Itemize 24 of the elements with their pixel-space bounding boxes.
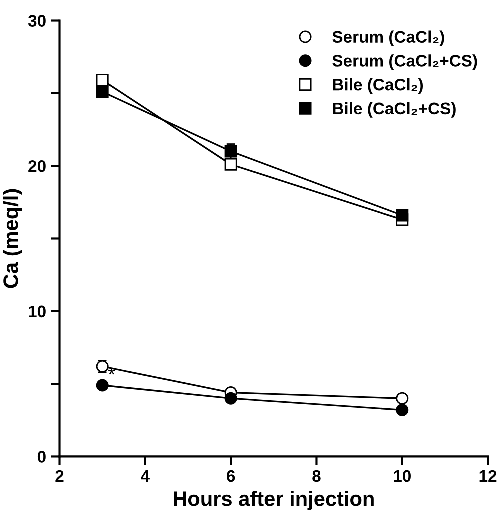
x-axis-title: Hours after injection xyxy=(174,491,374,510)
x-tick-label: 4 xyxy=(141,470,150,482)
point xyxy=(96,86,109,98)
x-tick-label: 2 xyxy=(56,470,64,482)
point xyxy=(224,158,238,171)
x-tick-label: 6 xyxy=(227,470,236,482)
point xyxy=(224,392,238,405)
legend-label: Serum (CaCl₂) xyxy=(332,30,444,46)
point xyxy=(96,74,109,87)
point xyxy=(396,209,409,222)
y-axis-title: Ca (meq/l) xyxy=(3,189,22,288)
x-tick-label: 12 xyxy=(480,470,497,482)
y-tick-label: 10 xyxy=(29,306,46,318)
legend-label: Serum (CaCl₂+CS) xyxy=(332,54,478,70)
legend-label: Bile (CaCl₂) xyxy=(333,78,424,94)
point xyxy=(396,404,409,416)
legend-label: Bile (CaCl₂+CS) xyxy=(333,102,456,118)
y-tick-label: 30 xyxy=(28,15,46,27)
y-tick-label: 20 xyxy=(28,160,46,172)
x-tick-label: 8 xyxy=(312,470,321,482)
point xyxy=(96,379,109,392)
point xyxy=(396,392,409,405)
x-tick-label: 10 xyxy=(394,470,411,482)
y-tick-label: 0 xyxy=(38,451,46,463)
